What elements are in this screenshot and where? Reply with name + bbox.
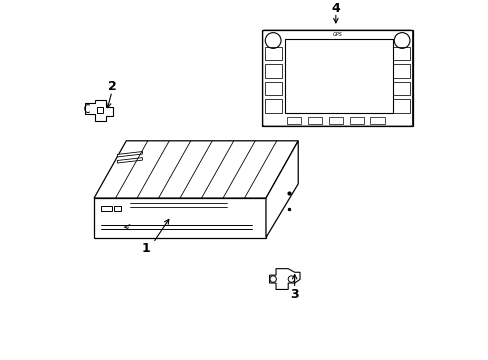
Polygon shape: [94, 198, 265, 238]
Polygon shape: [85, 100, 113, 121]
Bar: [285, 40, 392, 113]
Bar: [262, 30, 412, 126]
Polygon shape: [265, 141, 298, 238]
Text: 4: 4: [331, 3, 340, 15]
Bar: [392, 99, 409, 113]
Bar: [392, 46, 409, 60]
Bar: [349, 117, 363, 123]
Text: 2: 2: [107, 80, 116, 93]
Bar: [96, 107, 103, 113]
Bar: [264, 99, 282, 113]
Bar: [101, 206, 112, 211]
Bar: [392, 64, 409, 78]
Bar: [114, 206, 121, 211]
Bar: [264, 46, 282, 60]
Bar: [307, 117, 322, 123]
Bar: [264, 64, 282, 78]
Text: 1: 1: [142, 243, 150, 256]
Polygon shape: [94, 141, 298, 198]
Bar: [328, 117, 342, 123]
Bar: [392, 82, 409, 95]
Polygon shape: [117, 158, 142, 163]
Text: GPS: GPS: [332, 32, 342, 37]
Polygon shape: [117, 152, 142, 157]
Bar: [370, 117, 384, 123]
Text: 3: 3: [290, 288, 298, 301]
Bar: [264, 82, 282, 95]
Bar: [286, 117, 301, 123]
Polygon shape: [269, 269, 300, 289]
